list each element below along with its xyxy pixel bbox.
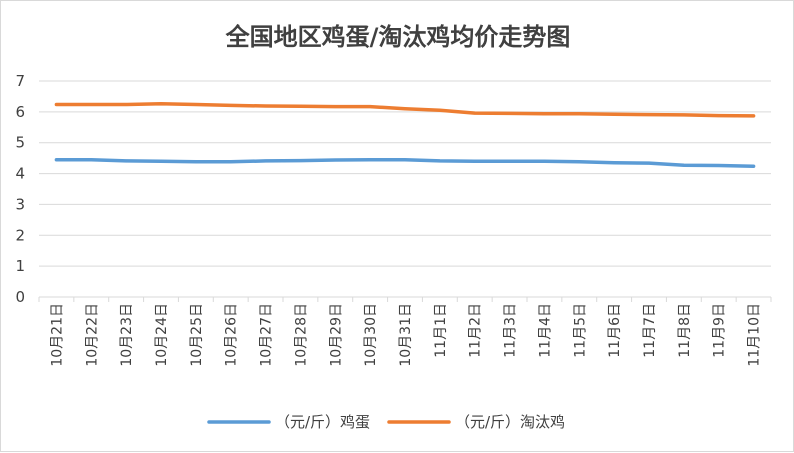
chart-title: 全国地区鸡蛋/淘汰鸡均价走势图: [225, 23, 571, 51]
x-tick-label: 10月28日: [293, 303, 309, 367]
y-tick-label: 4: [15, 165, 25, 183]
legend-label-1: （元/斤）鸡蛋: [275, 413, 370, 431]
x-tick-label: 11月1日: [433, 303, 449, 358]
x-tick-label: 10月23日: [119, 303, 135, 367]
y-tick-label: 0: [15, 288, 25, 306]
y-axis-ticks: 0 1 2 3 4 5 6 7: [15, 72, 25, 306]
x-tick-label: 11月7日: [642, 303, 658, 358]
y-tick-label: 3: [15, 195, 25, 213]
y-tick-label: 2: [15, 226, 25, 244]
x-tick-label: 11月5日: [572, 303, 588, 358]
x-tick-label: 10月25日: [189, 303, 205, 367]
x-tick-label: 10月24日: [154, 303, 170, 367]
x-tick-label: 11月8日: [677, 303, 693, 358]
x-tick-label: 10月26日: [224, 303, 240, 367]
x-tick-label: 10月29日: [328, 303, 344, 367]
series-line-1: [54, 157, 756, 168]
x-tick-label: 11月10日: [747, 303, 763, 367]
gridlines: [38, 80, 772, 302]
legend-label-2: （元/斤）淘汰鸡: [455, 413, 565, 431]
legend: （元/斤）鸡蛋 （元/斤）淘汰鸡: [207, 413, 565, 431]
x-tick-label: 11月3日: [503, 303, 519, 358]
series-lines: [54, 102, 756, 168]
x-tick-label: 11月2日: [468, 303, 484, 358]
x-tick-label: 10月22日: [84, 303, 100, 367]
x-tick-label: 11月6日: [607, 303, 623, 358]
y-tick-label: 7: [15, 72, 25, 90]
x-tick-label: 11月9日: [712, 303, 728, 358]
y-tick-label: 6: [15, 103, 25, 121]
x-tick-label: 11月4日: [537, 303, 553, 358]
x-tick-label: 10月31日: [398, 303, 414, 367]
series-line-2: [54, 102, 756, 118]
x-tick-label: 10月30日: [363, 303, 379, 367]
y-tick-label: 1: [15, 257, 25, 275]
x-axis-ticks: 10月21日 10月22日 10月23日 10月24日 10月25日 10月26日 10月2…: [49, 303, 762, 367]
x-tick-label: 10月21日: [49, 303, 65, 367]
y-tick-label: 5: [15, 134, 25, 152]
x-tick-label: 10月27日: [259, 303, 275, 367]
